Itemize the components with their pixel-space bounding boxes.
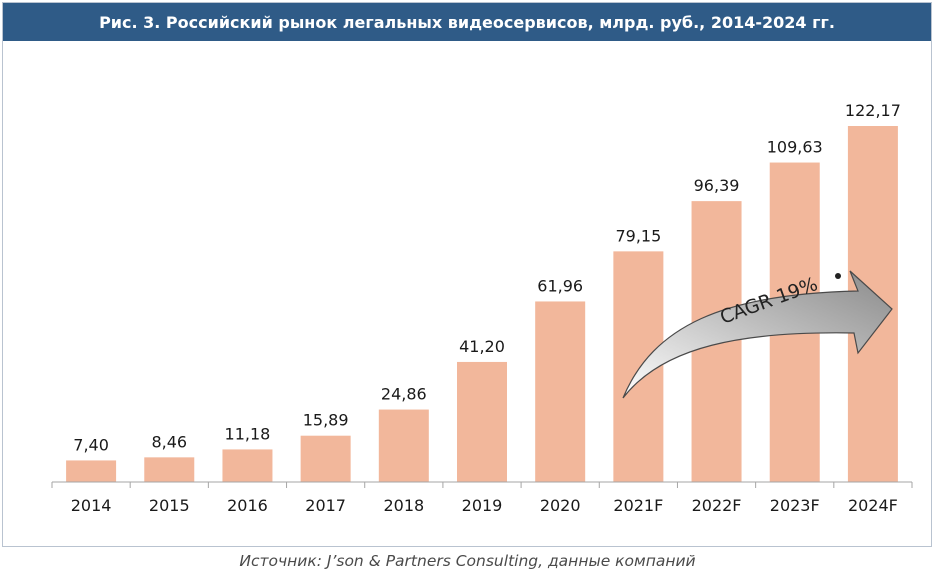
data-label-2020: 61,96 [537, 276, 583, 295]
data-label-2015: 8,46 [151, 432, 187, 451]
bar-2017 [300, 435, 351, 482]
x-tick-label-2017: 2017 [305, 496, 346, 515]
bar-2016 [222, 449, 273, 482]
x-tick-label-2016: 2016 [227, 496, 268, 515]
chart-title: Рис. 3. Российский рынок легальных видео… [3, 3, 931, 41]
x-tick-label-2020: 2020 [540, 496, 581, 515]
x-tick-label-2023F: 2023F [770, 496, 820, 515]
data-label-2018: 24,86 [381, 385, 427, 404]
bar-2018 [378, 409, 429, 482]
bar-chart: 7,40 8,46 11,18 15,89 24,86 41,20 61,96 79,15 96… [51, 101, 913, 515]
data-label-2014: 7,40 [73, 435, 109, 454]
bar-2015 [144, 457, 195, 482]
data-label-2022F: 96,39 [694, 176, 740, 195]
x-tick-label-2014: 2014 [71, 496, 112, 515]
bar-2019 [457, 361, 507, 482]
x-tick-label-2022F: 2022F [692, 496, 742, 515]
x-tick-label-2024F: 2024F [848, 496, 898, 515]
data-label-2019: 41,20 [459, 337, 505, 356]
chart-frame: Рис. 3. Российский рынок легальных видео… [2, 2, 932, 547]
x-tick-label-2015: 2015 [149, 496, 190, 515]
bar-2020 [535, 301, 586, 482]
source-note: Источник: J’son & Partners Consulting, д… [239, 552, 696, 570]
bar-2014 [66, 460, 117, 482]
x-tick-label-2019: 2019 [462, 496, 503, 515]
x-tick-label-2021F: 2021F [613, 496, 663, 515]
x-tick-label-2018: 2018 [383, 496, 424, 515]
data-label-2016: 11,18 [225, 424, 271, 443]
data-label-2024F: 122,17 [845, 101, 901, 120]
data-label-2017: 15,89 [303, 411, 349, 430]
data-label-2021F: 79,15 [615, 226, 661, 245]
data-label-2023F: 109,63 [767, 138, 823, 157]
